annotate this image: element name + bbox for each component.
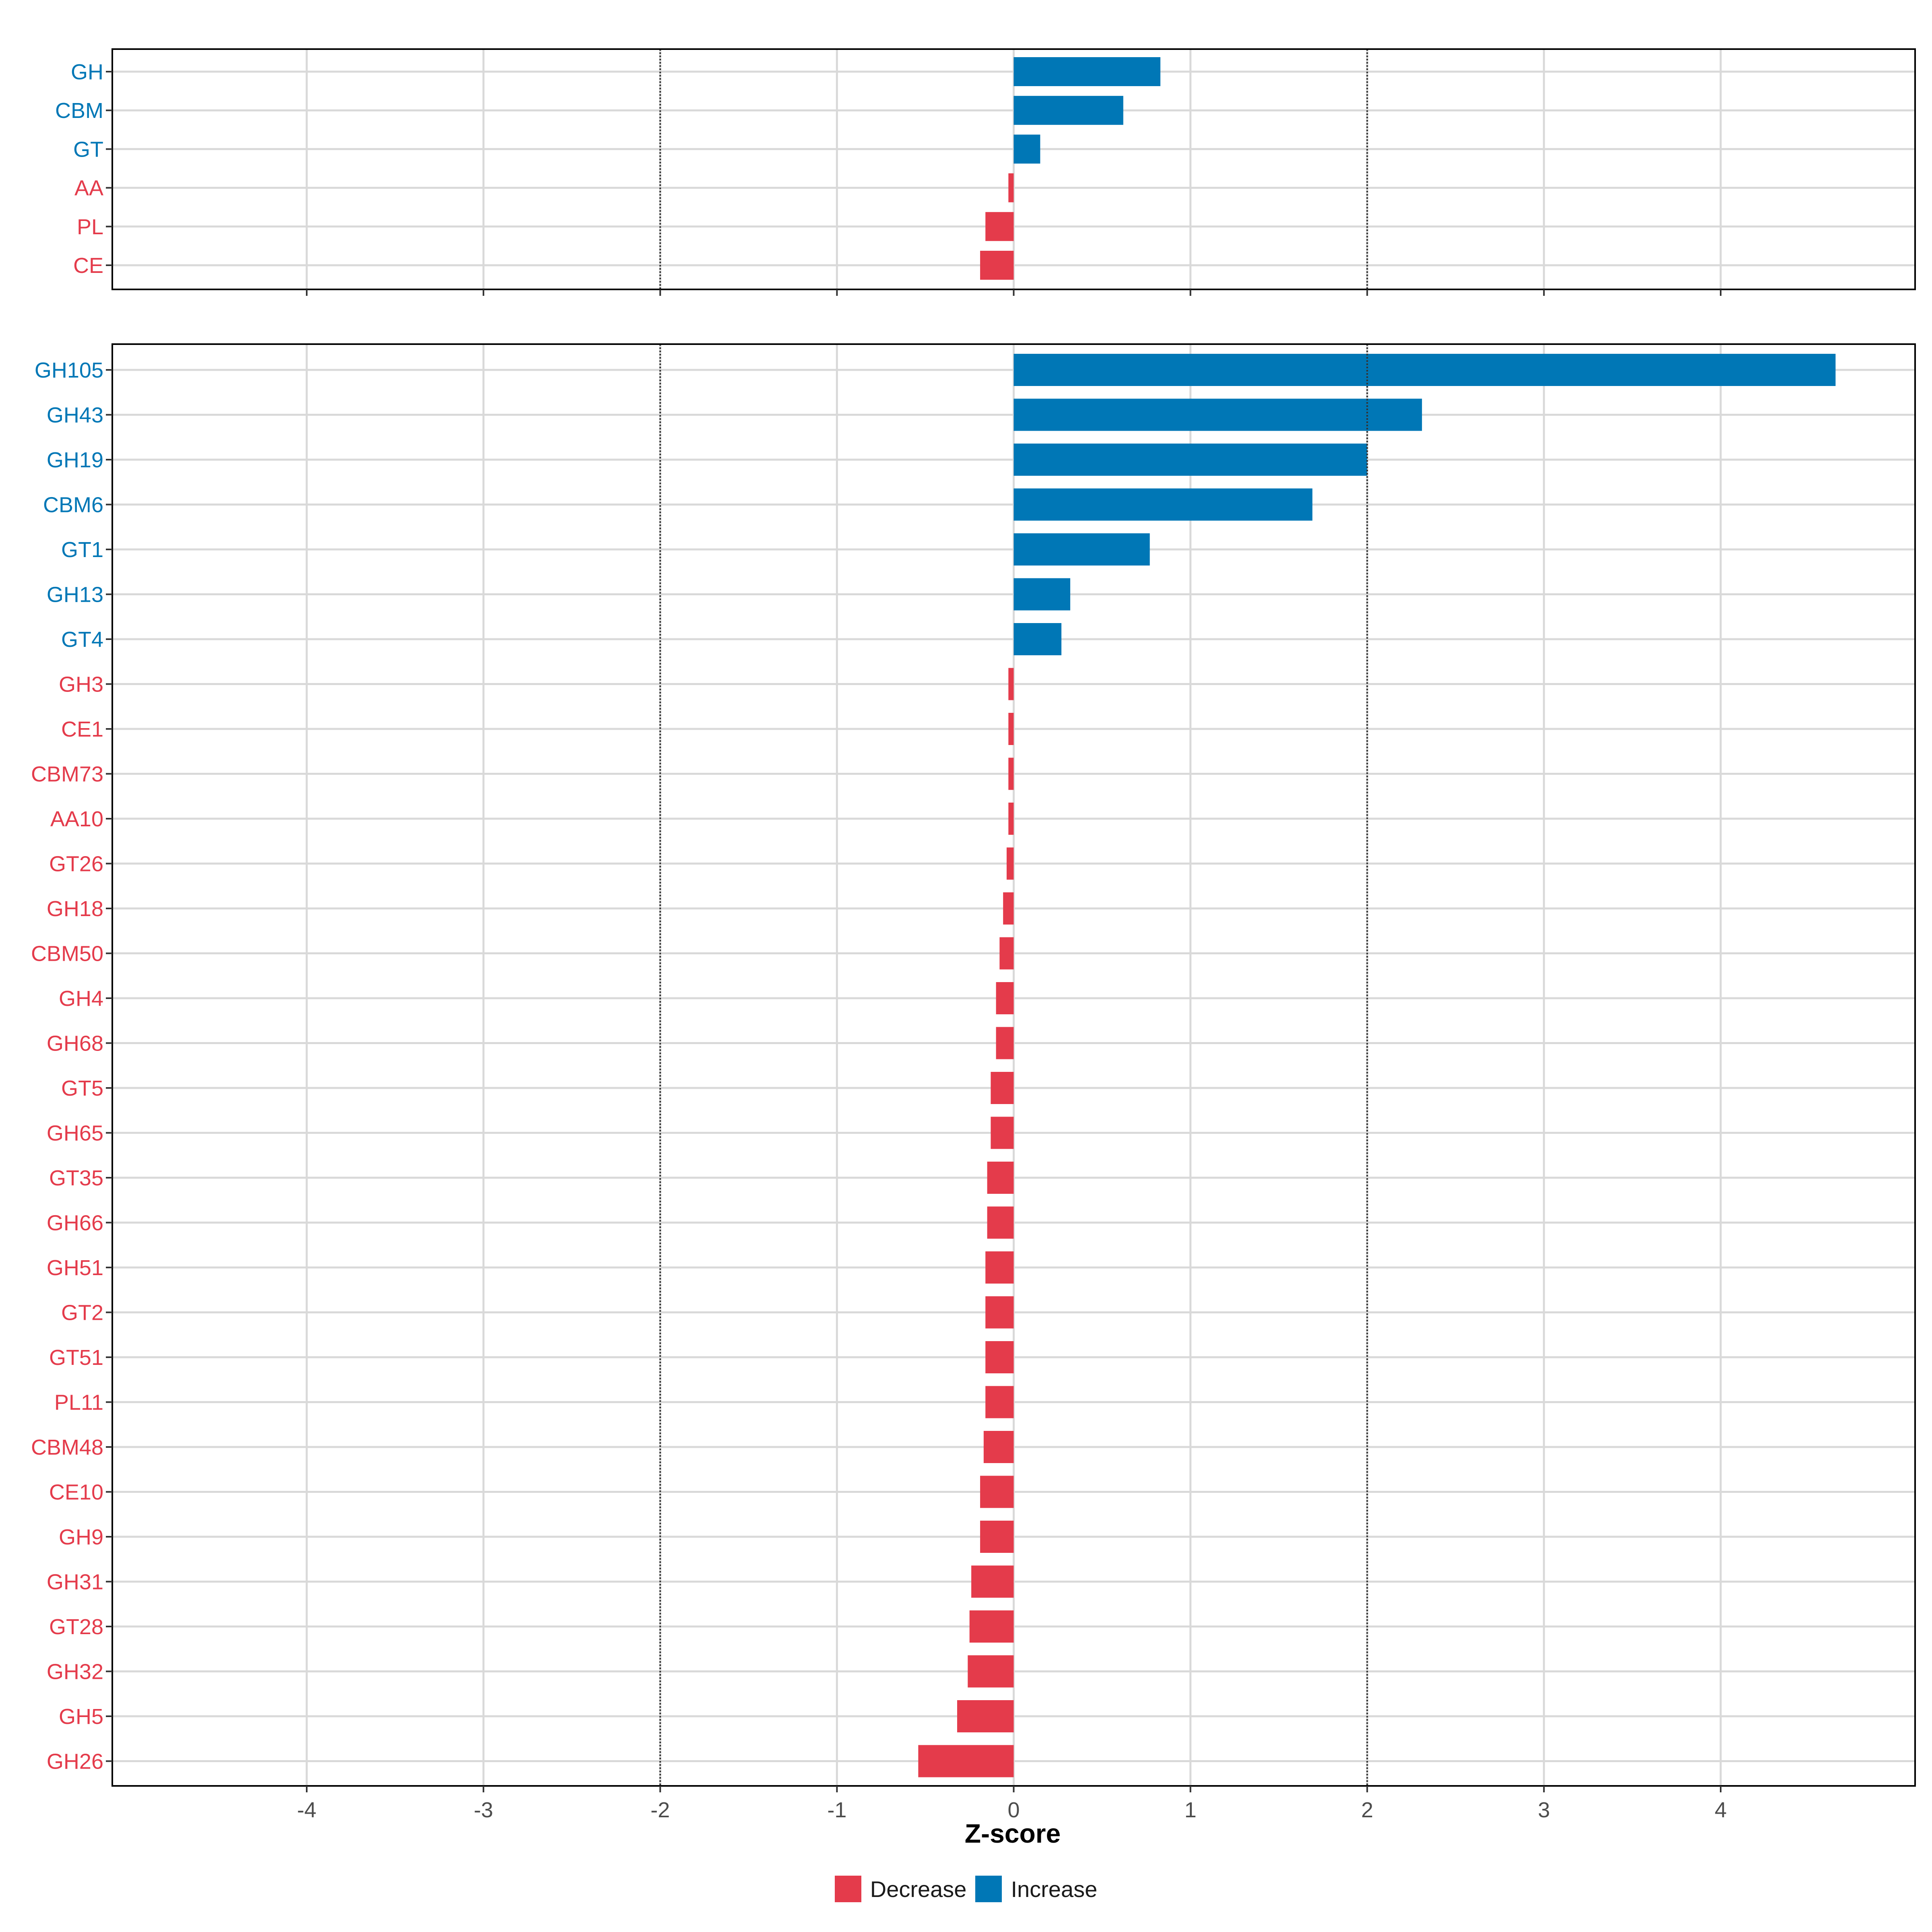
x-tick-label: 0 (1007, 1798, 1020, 1822)
x-tick-label: 3 (1538, 1798, 1550, 1822)
y-tick-label: AA10 (50, 807, 103, 831)
bar-AA (1008, 173, 1014, 202)
bar-CE1 (1008, 713, 1014, 745)
legend-label-decrease: Decrease (870, 1876, 967, 1902)
y-tick-label: GH66 (47, 1211, 103, 1235)
bar-GT28 (969, 1610, 1014, 1643)
y-tick-label: GT (73, 137, 103, 161)
bar-CBM48 (983, 1431, 1014, 1463)
legend-swatch-decrease (834, 1876, 861, 1902)
y-tick-label: GH19 (47, 448, 103, 472)
legend-item-increase: Increase (975, 1876, 1097, 1902)
legend-swatch-increase (975, 1876, 1002, 1902)
y-tick-label: CBM73 (31, 762, 103, 786)
bar-GH4 (996, 982, 1014, 1014)
bar-GH19 (1013, 444, 1367, 476)
bar-GH26 (918, 1745, 1014, 1777)
legend-item-decrease: Decrease (834, 1876, 967, 1902)
bar-AA10 (1008, 803, 1014, 835)
y-tick-label: GH105 (35, 358, 103, 382)
bar-GT35 (987, 1162, 1014, 1194)
y-tick-label: GH43 (47, 403, 103, 427)
bar-CE (980, 251, 1014, 280)
bar-GH3 (1008, 668, 1014, 700)
y-tick-label: PL (77, 215, 103, 239)
legend: Decrease Increase (0, 1871, 1932, 1907)
bar-GH9 (980, 1521, 1014, 1553)
y-tick-label: PL11 (54, 1391, 103, 1415)
y-tick-label: CBM6 (43, 493, 103, 517)
bar-GH66 (987, 1206, 1014, 1239)
bar-GT26 (1006, 847, 1014, 880)
bar-GT1 (1013, 533, 1150, 566)
y-tick-label: GH26 (47, 1750, 103, 1774)
y-tick-label: GT1 (61, 538, 103, 562)
y-tick-label: GH31 (47, 1570, 103, 1594)
bar-PL11 (985, 1386, 1014, 1418)
panel-class: GH CBM GT AA PL CE (55, 48, 1916, 296)
bar-GT (1013, 134, 1040, 164)
y-tick-label: GH18 (47, 897, 103, 921)
bar-GH31 (971, 1565, 1014, 1598)
bar-GH43 (1013, 398, 1422, 431)
y-tick-label: CE1 (61, 717, 103, 741)
bar-GH (1013, 57, 1160, 86)
y-tick-label: GT26 (49, 852, 103, 876)
y-tick-label: GT28 (49, 1615, 103, 1639)
bar-GH32 (968, 1655, 1014, 1688)
bar-GH5 (957, 1700, 1014, 1732)
x-tick-label: -2 (650, 1798, 670, 1822)
bar-GH13 (1013, 578, 1071, 611)
y-tick-label: GH3 (59, 673, 103, 697)
bar-GH18 (1003, 892, 1014, 925)
x-tick-label: -1 (827, 1798, 846, 1822)
x-axis-title: Z-score (965, 1818, 1061, 1848)
bar-CBM50 (999, 937, 1014, 970)
y-tick-label: GH5 (59, 1705, 103, 1729)
bar-GH51 (985, 1251, 1014, 1284)
bar-GT4 (1013, 623, 1062, 655)
x-tick-label: 4 (1715, 1798, 1727, 1822)
y-tick-label: GH68 (47, 1032, 103, 1056)
x-tick-label: 2 (1361, 1798, 1373, 1822)
x-tick-label: -4 (297, 1798, 316, 1822)
bar-GT51 (985, 1341, 1014, 1373)
y-tick-label: GT4 (61, 627, 103, 652)
bar-GH65 (991, 1117, 1014, 1149)
y-tick-label: CE10 (49, 1480, 103, 1505)
panel-family: GH105GH43GH19CBM6GT1GH13GT4GH3CE1CBM73AA… (31, 343, 1916, 1822)
y-tick-label: CBM (55, 99, 103, 123)
x-tick-label: -3 (474, 1798, 493, 1822)
y-tick-label: GH32 (47, 1660, 103, 1684)
bar-CBM6 (1013, 488, 1313, 521)
bar-CBM73 (1008, 758, 1014, 790)
y-tick-label: GT35 (49, 1166, 103, 1190)
y-tick-label: GH (71, 60, 103, 84)
y-tick-label: GT2 (61, 1301, 103, 1325)
y-tick-label: CE (73, 254, 103, 278)
y-tick-label: GT5 (61, 1076, 103, 1100)
bar-CBM (1013, 96, 1123, 125)
bar-GH105 (1013, 354, 1836, 386)
y-tick-label: GH9 (59, 1525, 103, 1549)
y-tick-label: GT51 (49, 1346, 103, 1370)
x-tick-label: 1 (1185, 1798, 1197, 1822)
y-tick-label: AA (74, 176, 103, 200)
y-tick-label: GH65 (47, 1121, 103, 1146)
legend-label-increase: Increase (1011, 1876, 1098, 1902)
bar-GT5 (991, 1072, 1014, 1104)
y-tick-label: CBM50 (31, 942, 103, 966)
bar-GH68 (996, 1027, 1014, 1059)
y-tick-label: GH4 (59, 987, 103, 1011)
y-tick-label: CBM48 (31, 1435, 103, 1459)
y-tick-label: GH51 (47, 1256, 103, 1280)
y-tick-label: GH13 (47, 583, 103, 607)
bar-PL (985, 212, 1014, 241)
bar-GT2 (985, 1296, 1014, 1329)
bar-CE10 (980, 1476, 1014, 1508)
